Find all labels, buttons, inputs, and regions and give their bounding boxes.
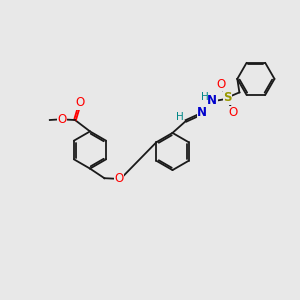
Text: N: N [207,94,217,107]
Text: O: O [57,113,66,126]
Text: H: H [201,92,209,103]
Text: H: H [176,112,183,122]
Text: O: O [76,96,85,109]
Text: O: O [229,106,238,119]
Text: O: O [115,172,124,185]
Text: N: N [197,106,207,119]
Text: S: S [223,91,232,104]
Text: O: O [217,77,226,91]
